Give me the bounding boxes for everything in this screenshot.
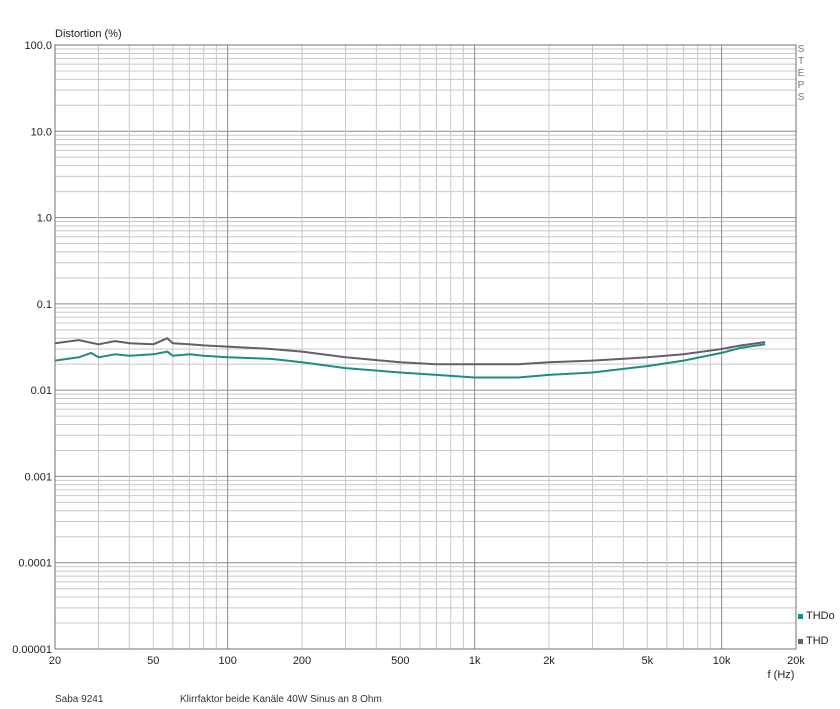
- y-axis-label: Distortion (%): [55, 28, 122, 40]
- footer-device: Saba 9241: [55, 694, 104, 705]
- legend-swatch-thd: [798, 638, 803, 644]
- x-tick-label: 2k: [543, 655, 555, 667]
- plot-frame: [54, 44, 797, 650]
- y-tick-label: 10.0: [31, 126, 52, 138]
- y-tick-label: 1.0: [37, 213, 52, 225]
- footer-description: Klirrfaktor beide Kanäle 40W Sinus an 8 …: [180, 694, 382, 705]
- x-tick-label: 1k: [469, 655, 481, 667]
- plot-area: [55, 45, 796, 649]
- steps-letter: E: [797, 68, 805, 79]
- x-tick-label: 10k: [713, 655, 731, 667]
- y-tick-label: 0.1: [37, 299, 52, 311]
- x-axis-label: f (Hz): [768, 669, 795, 681]
- x-tick-label: 100: [218, 655, 236, 667]
- steps-letter: T: [797, 56, 805, 67]
- x-tick-label: 5k: [641, 655, 653, 667]
- legend-label-thdo: THDo: [806, 610, 835, 622]
- steps-letter: P: [797, 80, 805, 91]
- x-tick-label: 500: [391, 655, 409, 667]
- legend-item-thdo: THDo: [798, 610, 835, 622]
- y-tick-label: 0.00001: [12, 644, 52, 656]
- legend-label-thd: THD: [806, 635, 829, 647]
- x-tick-label: 20k: [787, 655, 805, 667]
- legend-swatch-thdo: [798, 613, 803, 619]
- y-tick-label: 0.0001: [18, 558, 52, 570]
- y-tick-label: 0.01: [31, 385, 52, 397]
- x-tick-label: 200: [293, 655, 311, 667]
- x-tick-label: 50: [147, 655, 159, 667]
- y-tick-label: 100.0: [24, 40, 52, 52]
- x-tick-label: 20: [49, 655, 61, 667]
- series-line-thdo: [54, 343, 766, 379]
- legend-item-thd: THD: [798, 635, 829, 647]
- steps-letter: S: [797, 92, 805, 103]
- steps-letter: S: [797, 44, 805, 55]
- series-line-thd: [54, 337, 766, 366]
- y-tick-label: 0.001: [24, 471, 52, 483]
